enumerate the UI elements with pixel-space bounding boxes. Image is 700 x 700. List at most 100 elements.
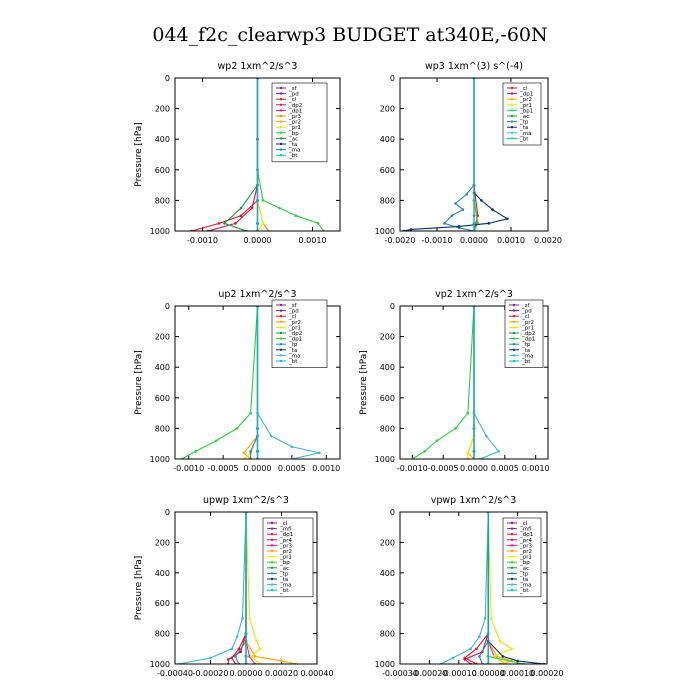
legend: _cl_mfl_dp1_pr4_pr3_pr2_pr1_bp_ac_tp_ta_… (502, 517, 542, 598)
legend-label: _pr2 (279, 549, 292, 555)
y-tick-label: 800 (155, 424, 170, 433)
legend-marker (512, 337, 516, 340)
legend-marker (510, 131, 514, 134)
legend-marker (279, 354, 283, 357)
legend-marker (510, 589, 514, 592)
legend-label: _cl (288, 314, 297, 320)
data-point (475, 647, 478, 651)
data-point (466, 411, 470, 415)
data-point (501, 655, 505, 658)
legend-marker (512, 359, 516, 363)
legend-label: _pr4 (279, 538, 293, 544)
legend-label: _tp (519, 571, 529, 577)
legend-label: _dp1 (288, 108, 302, 114)
series-line-ma (440, 512, 489, 664)
panel-title: upwp 1xm^2/s^3 (203, 495, 289, 506)
legend-label: _tp (521, 342, 531, 348)
legend-marker (512, 309, 516, 312)
y-tick-label: 1000 (150, 660, 170, 669)
legend-label: _sf (521, 303, 531, 309)
legend-label: _ta (288, 142, 297, 148)
y-tick-label: 200 (155, 105, 170, 114)
legend-marker (270, 566, 274, 569)
series-line-cl (191, 78, 259, 231)
legend-marker (279, 154, 283, 157)
legend-label: _ta (279, 577, 288, 583)
data-point (435, 439, 439, 442)
legend-marker (512, 315, 516, 318)
data-point (469, 647, 472, 651)
x-tick-label: 0.0000 (460, 236, 488, 245)
legend-marker (270, 544, 274, 547)
x-tick-label: 0.0000 (244, 464, 272, 473)
legend-label: _tp (288, 342, 298, 348)
data-point (255, 639, 258, 643)
data-point (258, 647, 262, 651)
data-point (214, 439, 218, 442)
data-point (226, 658, 230, 661)
data-point (478, 635, 481, 638)
x-tick-label: 0.0010 (312, 464, 340, 473)
legend-marker (510, 126, 514, 129)
legend-label: _pr2 (521, 320, 534, 326)
data-point (316, 222, 320, 225)
x-tick-label: -0.0010 (187, 236, 218, 245)
legend-label: _ma (519, 131, 531, 137)
x-tick-label: -0.00020 (193, 669, 229, 678)
panel-3: vp2 1xm^2/s^3 Pressure [hPa] 0 200 400 600 800… (359, 289, 550, 473)
legend-label: _bp (519, 560, 530, 566)
data-point (278, 206, 281, 210)
x-tick-label: 0.0020 (534, 236, 562, 245)
data-point (457, 225, 461, 228)
legend-marker (512, 343, 516, 346)
series-line-ta (403, 78, 509, 231)
data-point (472, 222, 476, 225)
data-point (235, 635, 239, 638)
y-tick-label: 600 (155, 394, 170, 403)
y-tick-label: 400 (380, 569, 395, 578)
legend-label: _ac (279, 566, 289, 572)
y-tick-label: 200 (380, 105, 395, 114)
plot-frame (174, 77, 341, 232)
data-point (454, 202, 457, 205)
y-tick-label: 1000 (375, 455, 395, 464)
data-point (244, 655, 248, 658)
x-tick-label: -0.0010 (173, 464, 204, 473)
x-tick-label: 0.0000 (460, 464, 488, 473)
data-point (217, 222, 221, 225)
legend-marker (279, 315, 283, 318)
legend-marker (279, 343, 283, 346)
y-tick-label: 800 (155, 196, 170, 205)
data-point (239, 214, 243, 217)
legend-marker (510, 137, 514, 140)
x-tick-label: 0.0005 (278, 464, 306, 473)
series-line-pr1 (243, 306, 259, 459)
legend-label: _dp1 (519, 92, 533, 98)
legend-marker (510, 561, 514, 564)
data-point (463, 658, 466, 661)
data-point (194, 450, 197, 453)
x-tick-label: 0.00020 (530, 669, 563, 678)
legend-label: _dp2 (288, 103, 302, 109)
legend-marker (279, 137, 283, 140)
data-point (443, 222, 446, 225)
panel-0: wp2 1xm^2/s^3 Pressure [hPa] 0 200 400 600 800… (134, 61, 341, 245)
legend-label: _ac (519, 566, 529, 572)
legend-marker (510, 577, 514, 581)
legend-label: _ma (288, 353, 300, 359)
legend-label: _ac (288, 136, 298, 142)
legend-label: _pr3 (279, 543, 293, 549)
y-tick-label: 0 (165, 508, 170, 517)
legend-marker (279, 131, 283, 134)
data-point (472, 427, 476, 430)
y-tick-label: 1000 (150, 227, 170, 236)
plot-frame (399, 511, 548, 665)
panel-title: up2 1xm^2/s^3 (218, 289, 296, 300)
legend: _sf_pd_cl_pr2_pr1_dp2_dp1_tp_ta_ma_bt (271, 299, 328, 368)
legend-marker (279, 148, 283, 151)
series-line-dp1 (181, 306, 259, 459)
series-group (177, 512, 297, 664)
y-axis-label: Pressure [hPa] (134, 556, 144, 621)
series-group (402, 78, 509, 231)
data-point (450, 214, 454, 217)
